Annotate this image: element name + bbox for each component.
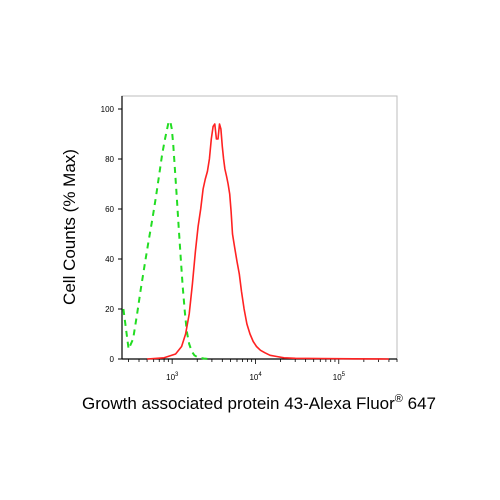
x-axis-title: Growth associated protein 43-Alexa Fluor… xyxy=(82,393,436,413)
x-tick-label: 104 xyxy=(249,372,262,382)
y-axis-title: Cell Counts (% Max) xyxy=(60,149,79,305)
sample-histogram xyxy=(147,123,389,360)
y-tick-label: 60 xyxy=(105,205,114,214)
x-tick-label: 105 xyxy=(333,372,346,382)
y-tick-label: 40 xyxy=(105,255,114,264)
plot-frame xyxy=(121,95,398,360)
x-tick-label: 103 xyxy=(166,372,179,382)
y-tick-label: 100 xyxy=(101,105,115,114)
x-axis-title-suffix: 647 xyxy=(403,394,436,413)
x-axis-title-main: Growth associated protein 43-Alexa Fluor xyxy=(82,394,395,413)
y-tick-label: 80 xyxy=(105,155,114,164)
y-tick-label: 0 xyxy=(110,355,115,364)
y-tick-label: 20 xyxy=(105,305,114,314)
y-ticks: 0 20 40 60 80 100 xyxy=(101,105,122,364)
series-layer xyxy=(122,120,389,360)
x-axis-title-superscript: ® xyxy=(395,393,403,405)
isotype-control-histogram xyxy=(122,120,209,360)
x-ticks: 103 104 105 xyxy=(128,359,398,382)
